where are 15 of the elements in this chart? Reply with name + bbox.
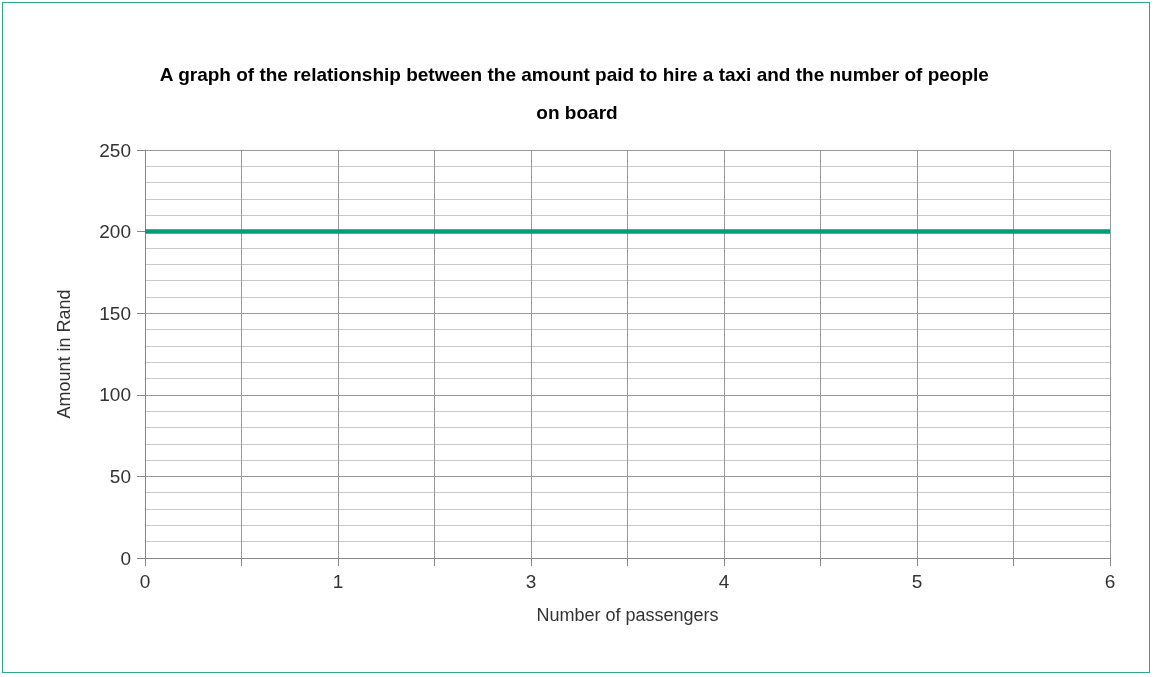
x-tick-label: 3 <box>525 571 537 592</box>
x-tick-label: 6 <box>1104 571 1116 592</box>
y-axis-title: Amount in Rand <box>54 289 74 419</box>
y-tick-label: 150 <box>99 302 131 324</box>
y-tick-label: 100 <box>99 384 131 406</box>
chart-title: A graph of the relationship between the amount paid to hire a taxi and the number of people on board <box>159 63 995 123</box>
x-tick-label: 4 <box>718 571 730 592</box>
y-tick-label: 50 <box>109 465 131 487</box>
x-tick-label: 0 <box>139 571 151 592</box>
x-axis-title: Number of passengers <box>536 605 719 625</box>
y-tick-label: 0 <box>120 547 131 569</box>
y-tick-label: 200 <box>99 221 131 243</box>
x-tick-label: 5 <box>911 571 923 592</box>
x-tick-label: 1 <box>332 571 344 592</box>
y-tick-label: 250 <box>99 139 131 161</box>
